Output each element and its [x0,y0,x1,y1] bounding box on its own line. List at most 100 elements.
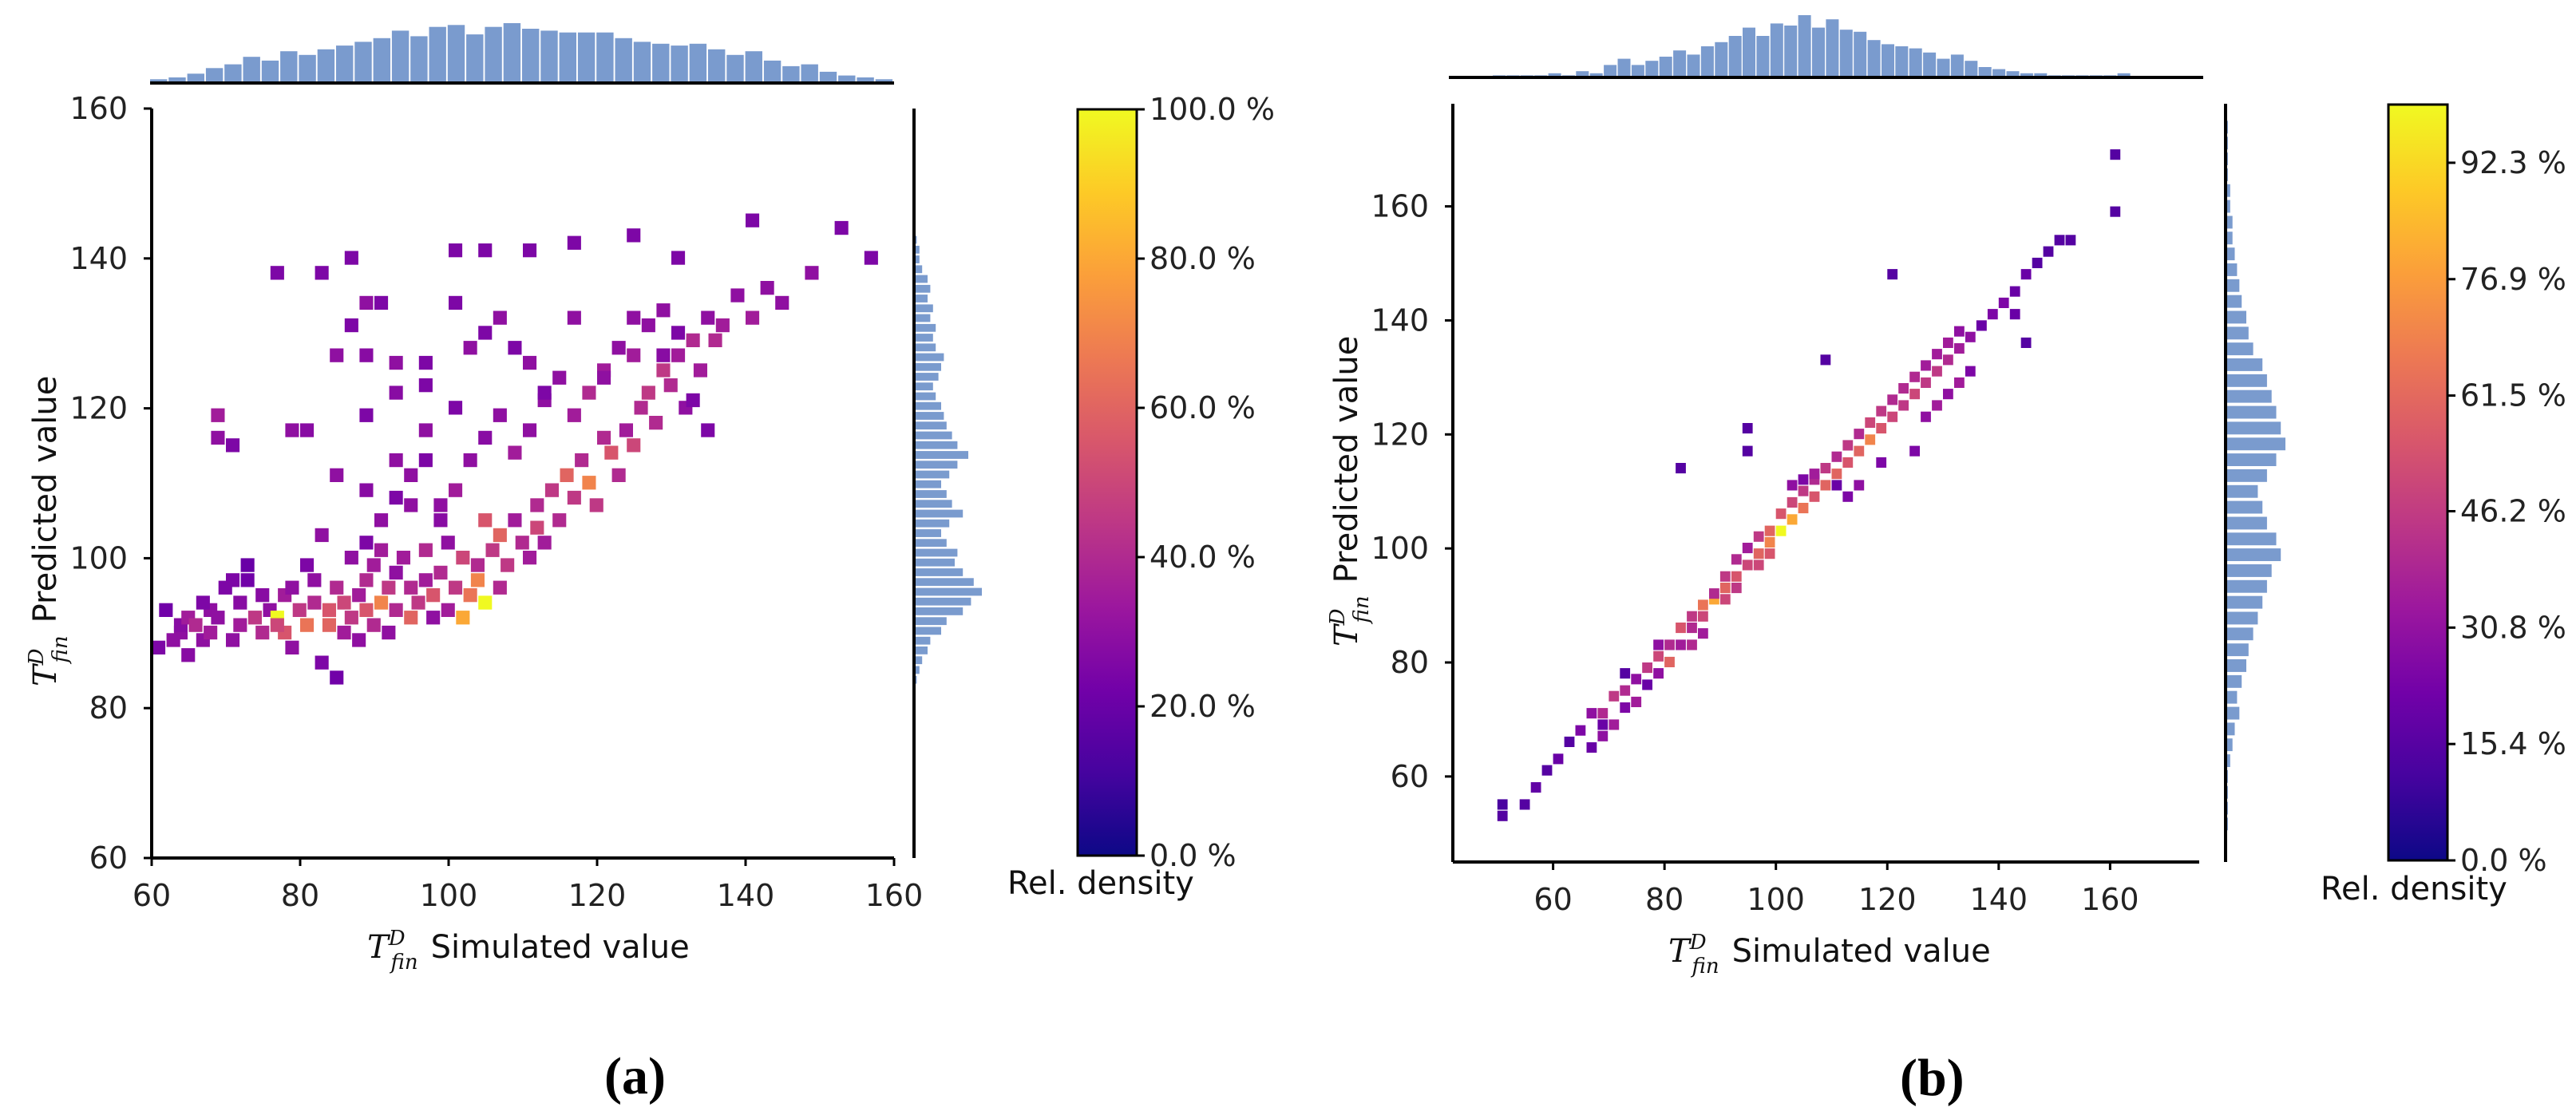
heatmap-cell [686,393,700,408]
heatmap-cell [270,618,284,632]
x-axis-subscript: fin [390,951,418,975]
y-marginal-bar [2226,310,2246,324]
heatmap-cell [1597,730,1609,741]
heatmap-cell [433,565,448,580]
heatmap-cell [1676,463,1686,474]
x-tick-label: 160 [2081,882,2139,917]
heatmap-cell [359,348,374,362]
y-marginal-bar [914,451,968,459]
x-axis-symbol: T [367,929,391,966]
heatmap-cell [449,580,463,595]
y-marginal-bar [914,323,936,332]
heatmap-cell [523,551,537,565]
heatmap-cell [463,453,477,468]
heatmap-cell [426,588,441,603]
panel-label-a: (a) [604,1047,666,1105]
x-tick-label: 120 [1858,882,1917,917]
x-marginal-bar [1576,71,1589,77]
y-marginal-bar [2226,516,2267,530]
colorbar [2387,103,2449,862]
y-marginal-bar [914,519,950,528]
x-marginal-bar [1659,57,1672,77]
heatmap-cell [1564,736,1575,747]
colorbar-label: Rel. density [1007,865,1194,902]
y-axis-superscript: D [25,648,49,666]
heatmap-cell [449,483,463,497]
heatmap-cell [285,580,299,595]
heatmap-cell [255,588,270,603]
heatmap-cell [530,520,544,535]
x-marginal-bar [1715,42,1728,77]
colorbar-tick-labels: 0.0 % 15.4 % 30.8 % 46.2 % 61.5 % 76.9 % 92.3 … [2447,145,2566,878]
x-marginal-bar [168,77,186,83]
x-axis-subscript: fin [1691,955,1719,979]
y-marginal-bar [2226,184,2230,197]
y-marginal-bar [914,646,928,654]
heatmap-cell [2020,337,2032,348]
y-marginal-bar [2226,690,2238,704]
y-marginal-bar [914,412,944,420]
heatmap-cell [1653,639,1664,650]
heatmap-cell [1865,434,1876,445]
heatmap-cell [1831,480,1842,491]
y-marginal-bar [2226,564,2272,577]
x-tick-label: 140 [717,878,775,913]
heatmap-cell [485,543,500,557]
y-tick-labels: 60 80 100 120 140 160 [1371,189,1453,794]
heatmap-cell [300,618,315,632]
heatmap-cell [575,453,589,468]
x-marginal-bar [336,45,354,83]
x-axis-text: Simulated value [431,929,690,966]
heatmap-cell [1609,690,1620,702]
heatmap-cell [1519,799,1530,810]
heatmap-cell [611,468,626,482]
heatmap-cell [641,318,655,333]
y-marginal-bar [2226,674,2242,688]
x-tick-labels: 60 80 100 120 140 160 [1533,862,2139,917]
heatmap-cell [478,430,493,445]
x-tick-label: 60 [133,878,171,913]
x-marginal-bar [1617,58,1631,77]
y-tick-labels: 60 80 100 120 140 160 [69,91,152,876]
heatmap-cell [449,243,463,258]
heatmap-cell [300,558,315,572]
x-tick-label: 80 [281,878,319,913]
y-marginal-bar [2226,326,2249,340]
x-marginal-bar [633,42,651,83]
heatmap-cell [1742,543,1753,554]
heatmap-cell [775,295,789,310]
y-marginal-bar [914,392,936,401]
panel-label-b: (b) [1900,1049,1965,1107]
heatmap-cell [1764,548,1775,560]
y-axis-text: Predicted value [1328,336,1365,583]
y-tick-label: 120 [1371,417,1429,452]
heatmap-cell [2020,269,2032,280]
x-marginal-bar [1923,52,1937,77]
x-marginal-bar [652,43,670,83]
y-marginal-bar [914,431,952,440]
y-marginal-bar [2226,738,2233,752]
y-axis-superscript: D [1326,608,1350,626]
y-marginal-bar [914,401,941,410]
x-marginal-bar [1867,40,1881,77]
heatmap-cell [352,633,366,647]
x-marginal-bar [596,32,614,83]
x-marginal-bar [447,25,465,83]
x-axis-superscript: D [1689,931,1707,955]
heatmap-cell [671,251,686,265]
heatmap-cell [478,326,493,340]
heatmap-cell [2009,309,2020,320]
y-marginal-bar [2226,722,2235,736]
heatmap-cell [1775,508,1787,520]
heatmap-cell [1998,297,2009,308]
heatmap-cell [1932,366,1942,377]
x-axis-text: Simulated value [1732,933,1991,970]
heatmap-cell [404,468,418,482]
colorbar-tick-label: 0.0 % [2460,843,2547,878]
heatmap-cell [523,243,537,258]
heatmap-cell [701,310,715,325]
y-marginal-bar [2226,595,2263,609]
colorbar-tick-label: 46.2 % [2460,493,2566,528]
x-marginal-bar [466,34,484,83]
y-marginal-bar [914,636,931,645]
